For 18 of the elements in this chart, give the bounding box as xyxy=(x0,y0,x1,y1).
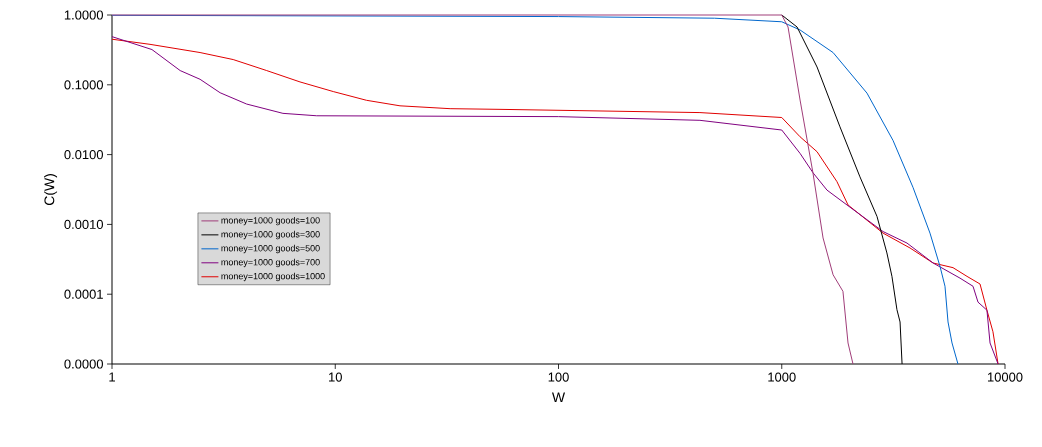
legend-label: money=1000 goods=300 xyxy=(221,230,320,240)
legend-label: money=1000 goods=500 xyxy=(221,244,320,254)
y-axis-title: C(W) xyxy=(44,174,58,206)
y-tick-label: 0.0001 xyxy=(64,289,103,299)
y-tick-label: 0.0000 xyxy=(64,359,103,369)
x-tick-label: 10 xyxy=(329,372,342,382)
x-tick-label: 10000 xyxy=(987,372,1023,382)
y-tick-label: 0.0010 xyxy=(64,219,103,229)
x-axis-title: W xyxy=(551,392,566,403)
legend-label: money=1000 goods=1000 xyxy=(221,272,325,282)
y-tick-label: 0.1000 xyxy=(64,80,103,90)
y-tick-label: 1.0000 xyxy=(64,10,103,20)
x-tick-label: 1 xyxy=(109,372,115,382)
legend-label: money=1000 goods=100 xyxy=(221,216,320,226)
x-tick-label: 1000 xyxy=(768,372,796,382)
x-tick-label: 100 xyxy=(548,372,569,382)
legend-label: money=1000 goods=700 xyxy=(221,258,320,268)
y-tick-label: 0.0100 xyxy=(64,150,103,160)
